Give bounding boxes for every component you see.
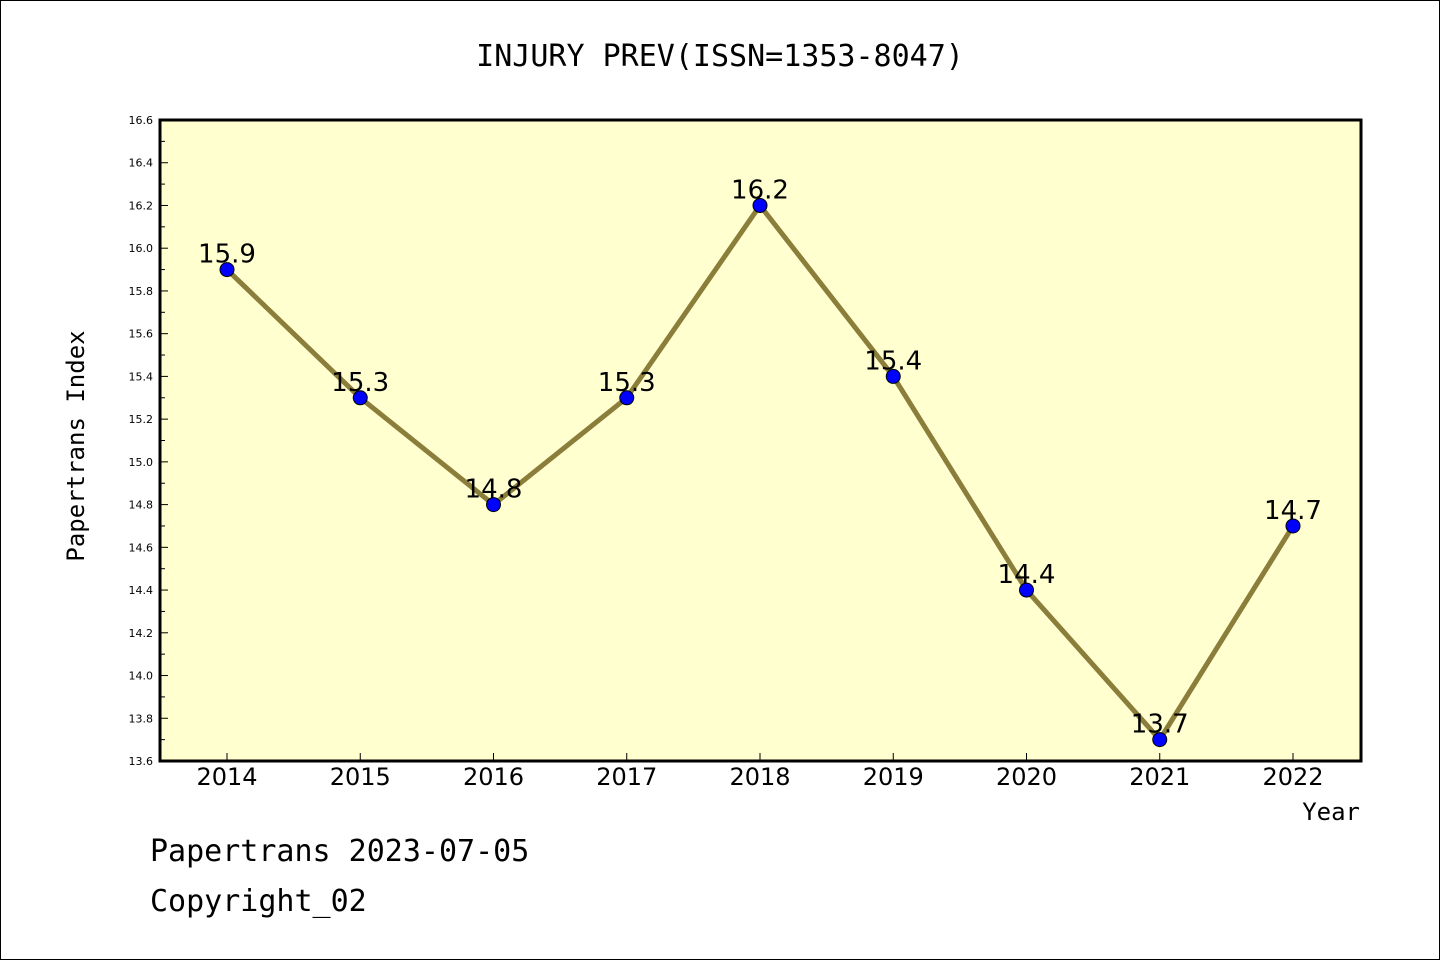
y-tick-label: 15.2 <box>129 413 154 426</box>
footer-date-line: Papertrans 2023-07-05 <box>150 834 530 869</box>
data-label: 13.7 <box>1131 710 1189 740</box>
x-tick-label: 2021 <box>1129 763 1190 791</box>
x-tick-label: 2015 <box>330 763 391 791</box>
y-tick-label: 14.8 <box>129 499 154 512</box>
y-tick-label: 13.8 <box>129 712 154 725</box>
y-tick-label: 14.2 <box>129 627 154 640</box>
y-tick-label: 14.0 <box>129 670 154 683</box>
y-tick-label: 15.8 <box>129 285 154 298</box>
y-tick-label: 16.0 <box>129 242 154 255</box>
data-point <box>219 262 235 278</box>
data-label: 14.4 <box>998 560 1056 590</box>
y-tick-label: 16.6 <box>129 114 154 127</box>
data-point <box>486 497 501 513</box>
y-tick-label: 15.6 <box>129 328 154 341</box>
data-point <box>1152 732 1168 748</box>
data-point <box>1019 582 1034 598</box>
data-labels: 15.9 15.3 14.8 15.3 16.2 15.4 14.4 13.7 14.7 <box>198 175 1322 739</box>
data-label: 15.9 <box>198 240 256 270</box>
data-points <box>219 197 1301 748</box>
y-axis: 13.6 13.8 14.0 14.2 14.4 14.6 14.8 15.0 15.2 15.4… <box>129 114 168 768</box>
x-tick-label: 2014 <box>196 763 257 791</box>
plot-area <box>158 118 1363 763</box>
data-label: 14.7 <box>1264 496 1322 526</box>
x-tick-label: 2020 <box>996 763 1057 791</box>
x-tick-label: 2017 <box>596 763 657 791</box>
data-label: 14.8 <box>465 475 523 505</box>
data-point <box>1285 518 1301 534</box>
data-point <box>619 390 635 406</box>
y-tick-label: 16.2 <box>129 199 154 212</box>
footer-copyright-line: Copyright_02 <box>150 884 367 919</box>
data-point <box>752 197 768 213</box>
y-tick-label: 13.6 <box>129 755 154 768</box>
data-point <box>885 368 901 384</box>
x-axis: 2014 2015 2016 2017 2018 2019 2020 2021 2022 <box>196 753 1324 791</box>
y-tick-label: 14.4 <box>129 584 154 597</box>
y-tick-label: 15.4 <box>129 370 154 383</box>
data-label: 15.3 <box>331 368 389 398</box>
data-label: 16.2 <box>731 175 789 205</box>
x-tick-label: 2019 <box>863 763 924 791</box>
y-tick-label: 15.0 <box>129 456 154 469</box>
x-axis-label: Year <box>1302 798 1360 826</box>
y-tick-label: 14.6 <box>129 541 154 554</box>
y-axis-label: Papertrans Index <box>62 330 90 561</box>
data-point <box>352 390 368 406</box>
chart-title: INJURY PREV(ISSN=1353-8047) <box>476 39 964 74</box>
data-label: 15.4 <box>864 346 922 376</box>
x-tick-label: 2016 <box>463 763 524 791</box>
data-label: 15.3 <box>598 368 656 398</box>
x-tick-label: 2018 <box>729 763 790 791</box>
x-tick-label: 2022 <box>1262 763 1323 791</box>
y-tick-label: 16.4 <box>129 157 154 170</box>
